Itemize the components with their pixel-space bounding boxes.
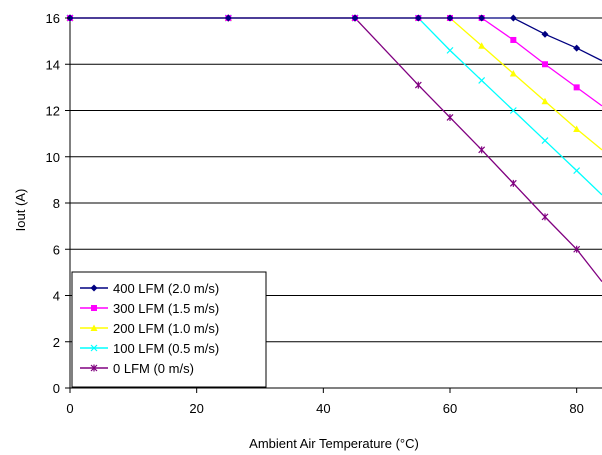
data-point bbox=[541, 137, 549, 144]
y-axis-title: Iout (A) bbox=[13, 189, 28, 232]
legend-item: 200 LFM (1.0 m/s) bbox=[80, 321, 219, 336]
data-point bbox=[573, 245, 581, 253]
y-tick-label: 10 bbox=[46, 150, 60, 165]
legend-item: 0 LFM (0 m/s) bbox=[80, 361, 194, 376]
y-tick-label: 12 bbox=[46, 104, 60, 119]
y-tick-label: 8 bbox=[53, 196, 60, 211]
y-tick-label: 6 bbox=[53, 242, 60, 257]
series-line bbox=[70, 17, 602, 62]
legend-label: 200 LFM (1.0 m/s) bbox=[113, 321, 219, 336]
legend-label: 100 LFM (0.5 m/s) bbox=[113, 341, 219, 356]
legend-label: 400 LFM (2.0 m/s) bbox=[113, 281, 219, 296]
legend-marker bbox=[90, 364, 98, 372]
series-3 bbox=[66, 14, 602, 196]
data-point bbox=[509, 70, 517, 77]
data-point bbox=[414, 14, 422, 22]
data-point bbox=[509, 179, 517, 187]
x-tick-label: 60 bbox=[443, 401, 457, 416]
data-point bbox=[573, 44, 581, 52]
legend-item: 300 LFM (1.5 m/s) bbox=[80, 301, 219, 316]
tick-labels: 0 2 4 6 8 10 12 14 16 0 20 40 60 80 bbox=[46, 11, 584, 416]
data-point bbox=[446, 14, 454, 22]
data-point bbox=[224, 14, 232, 22]
y-tick-label: 4 bbox=[53, 289, 60, 304]
data-point bbox=[478, 14, 486, 22]
legend-item: 400 LFM (2.0 m/s) bbox=[80, 281, 219, 296]
data-point bbox=[446, 113, 454, 121]
series-1 bbox=[67, 15, 602, 107]
data-point bbox=[573, 167, 581, 175]
data-point bbox=[541, 213, 549, 221]
legend-marker bbox=[91, 305, 97, 311]
y-tick-label: 0 bbox=[53, 381, 60, 396]
data-point bbox=[509, 14, 517, 22]
y-tick-label: 14 bbox=[46, 57, 60, 72]
data-point bbox=[478, 146, 486, 154]
data-point bbox=[509, 107, 517, 114]
data-point bbox=[541, 97, 549, 105]
series-line bbox=[70, 17, 602, 151]
data-point bbox=[573, 84, 580, 91]
series-line bbox=[70, 17, 602, 196]
legend-marker bbox=[90, 324, 98, 331]
legend-marker bbox=[90, 284, 98, 292]
x-tick-label: 20 bbox=[189, 401, 203, 416]
data-point bbox=[446, 46, 454, 54]
series-line bbox=[70, 17, 602, 107]
data-point bbox=[510, 36, 517, 43]
data-point bbox=[478, 42, 486, 49]
y-tick-label: 16 bbox=[46, 11, 60, 26]
legend-marker bbox=[90, 344, 98, 352]
series-lines bbox=[66, 14, 602, 283]
data-point bbox=[541, 30, 549, 38]
series-2 bbox=[66, 14, 602, 151]
data-point bbox=[573, 125, 581, 132]
legend-item: 100 LFM (0.5 m/s) bbox=[80, 341, 219, 356]
legend: 400 LFM (2.0 m/s) 300 LFM (1.5 m/s) 200 LF… bbox=[71, 271, 267, 388]
x-axis-title: Ambient Air Temperature (°C) bbox=[249, 436, 419, 451]
series-4 bbox=[66, 14, 602, 283]
data-point bbox=[478, 77, 486, 84]
series-line bbox=[70, 17, 602, 283]
legend-label: 300 LFM (1.5 m/s) bbox=[113, 301, 219, 316]
data-point bbox=[351, 14, 359, 22]
series-0 bbox=[66, 14, 602, 62]
data-point bbox=[414, 81, 422, 89]
x-tick-label: 80 bbox=[569, 401, 583, 416]
x-tick-label: 0 bbox=[66, 401, 73, 416]
x-tick-label: 40 bbox=[316, 401, 330, 416]
legend-label: 0 LFM (0 m/s) bbox=[113, 361, 194, 376]
y-tick-label: 2 bbox=[53, 335, 60, 350]
data-point bbox=[542, 61, 548, 68]
